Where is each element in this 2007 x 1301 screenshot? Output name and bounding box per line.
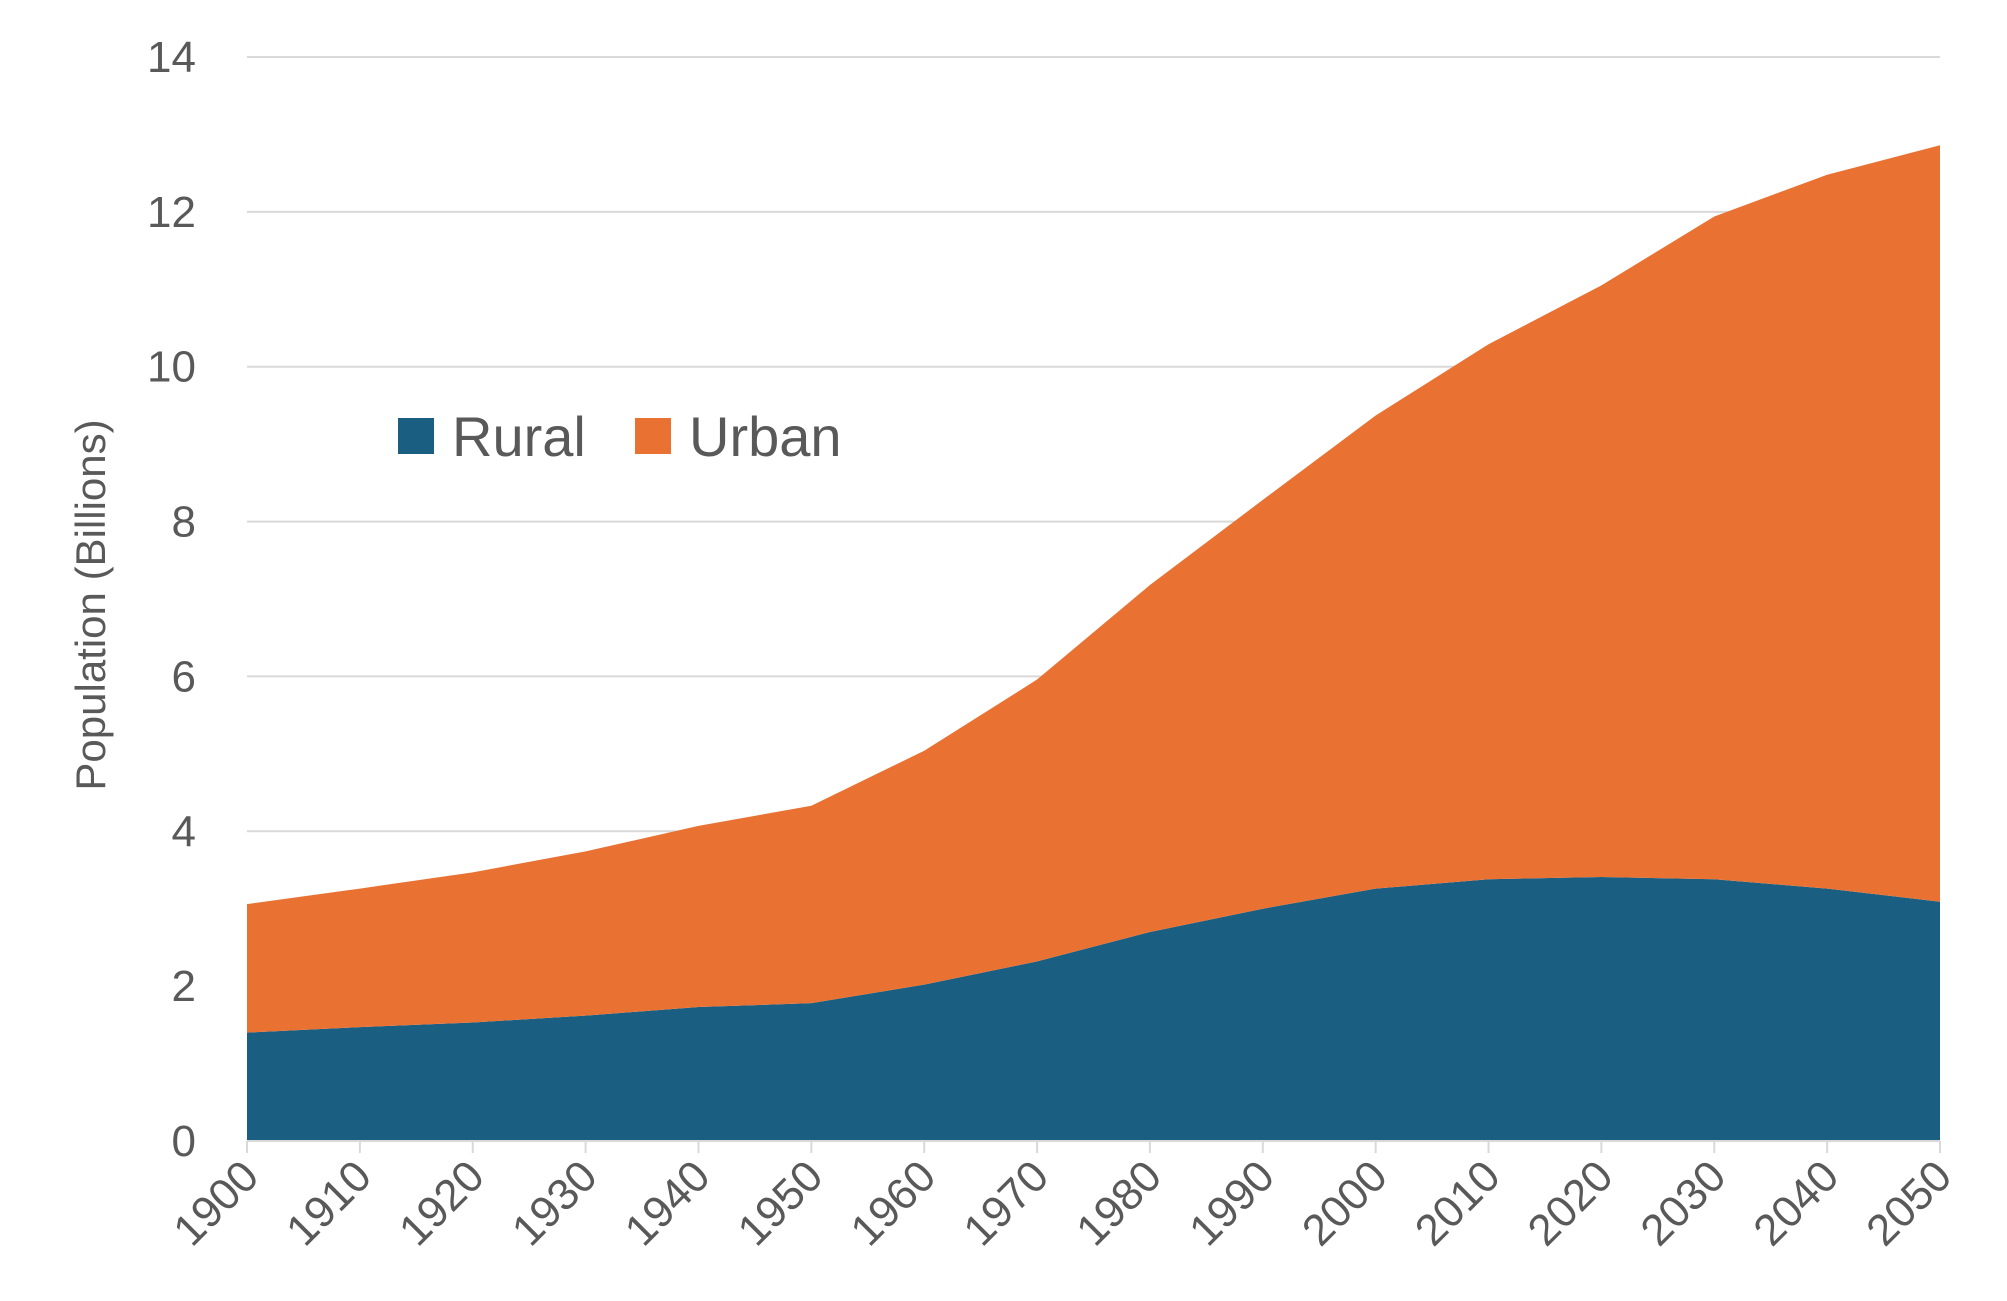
x-tick-label: 1910 [277, 1151, 381, 1255]
x-tick-label: 2050 [1857, 1151, 1961, 1255]
legend-swatch-rural [398, 418, 434, 454]
x-tick-label: 1920 [390, 1151, 494, 1255]
x-tick-label: 1940 [616, 1151, 720, 1255]
legend: Rural Urban [398, 405, 842, 468]
x-tick-label: 1960 [841, 1151, 945, 1255]
x-tick-label: 1990 [1180, 1151, 1284, 1255]
legend-swatch-urban [635, 418, 671, 454]
x-tick-label: 1970 [954, 1151, 1058, 1255]
x-tick-label: 1930 [503, 1151, 607, 1255]
y-axis-title: Population (Billions) [67, 419, 114, 790]
x-tick-label: 1950 [729, 1151, 833, 1255]
legend-label-rural: Rural [452, 405, 586, 468]
x-tick-label: 2020 [1519, 1151, 1623, 1255]
x-tick-label: 2040 [1744, 1151, 1848, 1255]
area-series [247, 145, 1940, 1141]
y-tick-label: 12 [147, 188, 196, 237]
y-tick-label: 6 [172, 652, 196, 701]
y-tick-label: 2 [172, 962, 196, 1011]
x-tick-label: 2000 [1293, 1151, 1397, 1255]
x-tick-label: 1980 [1067, 1151, 1171, 1255]
x-tick-label: 1900 [164, 1151, 268, 1255]
y-tick-label: 14 [147, 33, 196, 82]
x-tick-label: 2030 [1631, 1151, 1735, 1255]
y-tick-label: 8 [172, 498, 196, 547]
x-tick-label: 2010 [1406, 1151, 1510, 1255]
y-tick-label: 4 [172, 807, 196, 856]
y-tick-label: 0 [172, 1117, 196, 1166]
y-tick-label: 10 [147, 343, 196, 392]
legend-label-urban: Urban [689, 405, 842, 468]
